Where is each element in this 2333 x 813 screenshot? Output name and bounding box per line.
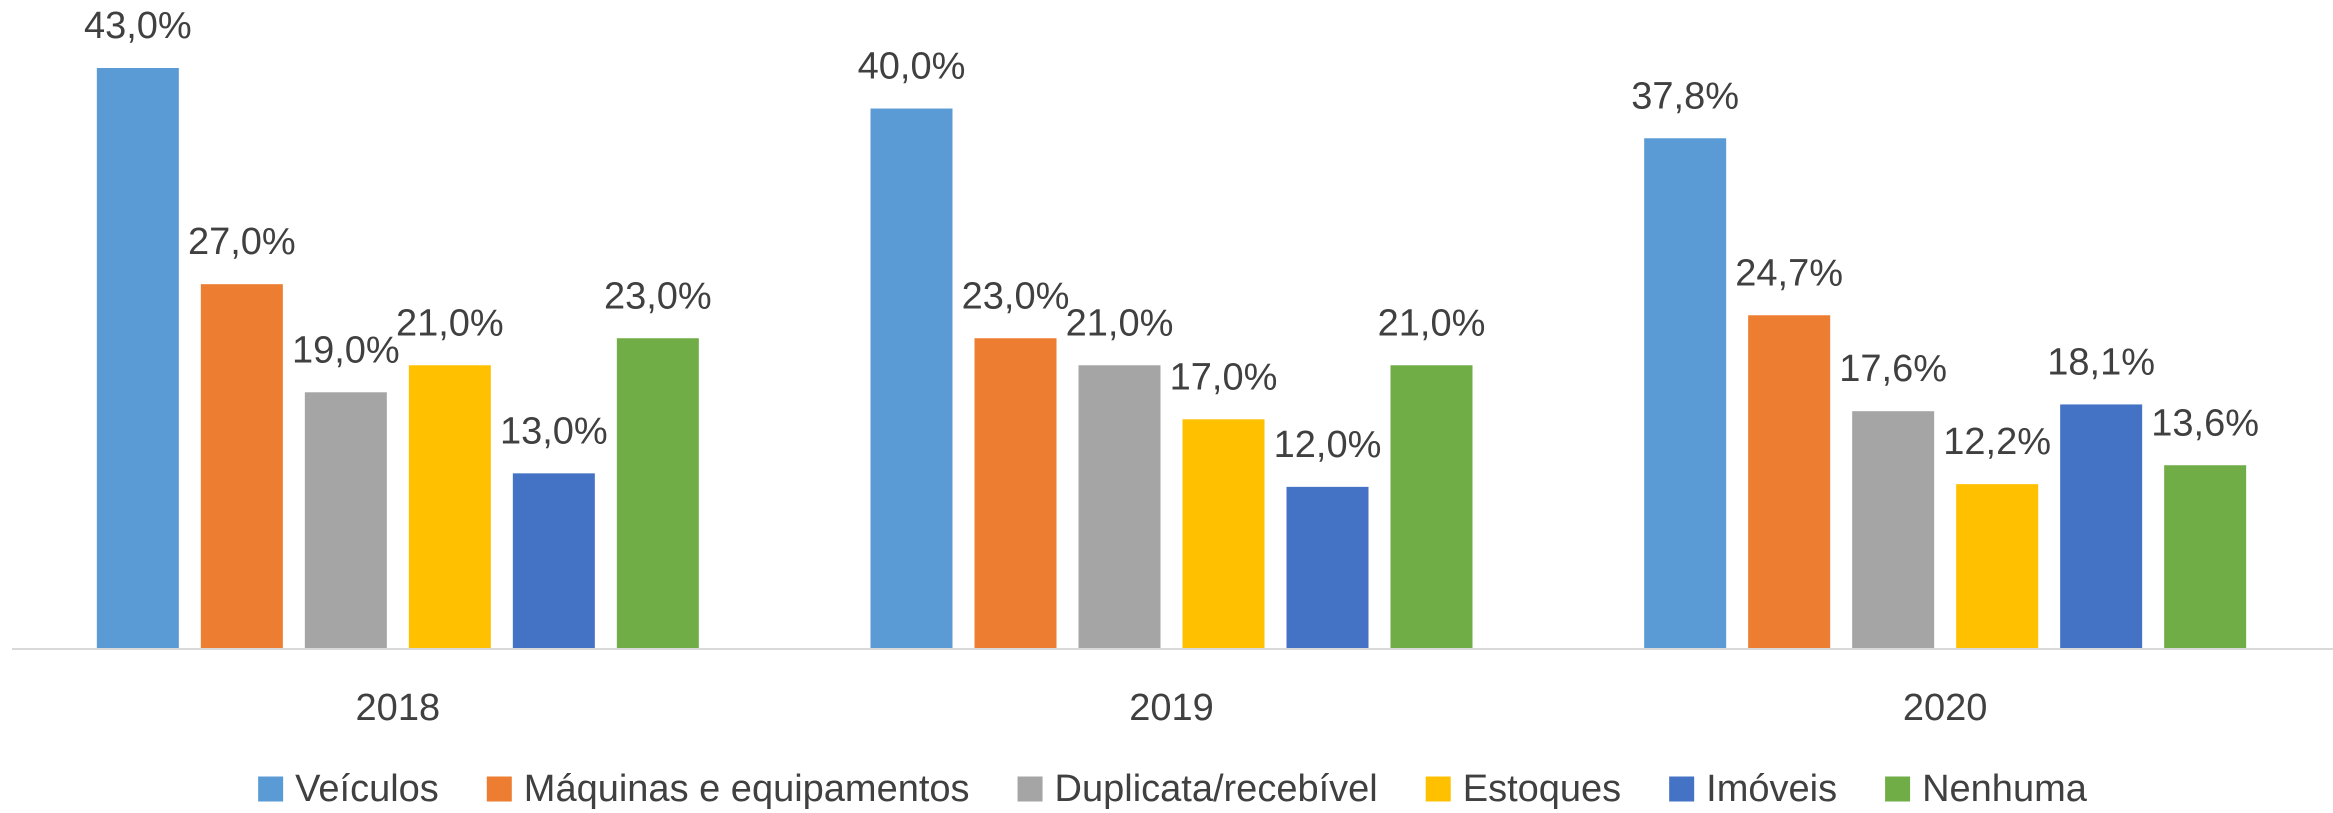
bar xyxy=(304,392,387,649)
data-label: 24,7% xyxy=(1735,252,1843,294)
data-label: 43,0% xyxy=(84,5,192,47)
data-label: 21,0% xyxy=(1066,302,1174,344)
bar xyxy=(2164,465,2247,649)
legend-swatch xyxy=(258,776,284,802)
legend-label: Veículos xyxy=(295,768,439,810)
data-label: 18,1% xyxy=(2047,341,2155,383)
legend-label: Nenhuma xyxy=(1922,768,2088,810)
bar xyxy=(1748,315,1831,649)
data-label: 13,0% xyxy=(500,410,608,452)
x-tick-label: 2018 xyxy=(356,687,441,729)
bar xyxy=(1644,138,1727,649)
data-label: 21,0% xyxy=(396,302,504,344)
data-label: 17,0% xyxy=(1170,356,1278,398)
bar xyxy=(616,338,699,649)
legend-swatch xyxy=(486,776,512,802)
bar xyxy=(96,68,179,649)
bar xyxy=(200,284,283,649)
bar xyxy=(1078,365,1161,649)
data-label: 27,0% xyxy=(188,221,296,263)
bar xyxy=(870,108,953,649)
legend-label: Imóveis xyxy=(1706,768,1837,810)
data-label: 12,0% xyxy=(1274,424,1382,466)
data-label: 23,0% xyxy=(604,275,712,317)
bar xyxy=(1182,419,1265,649)
bar xyxy=(1286,486,1369,649)
bar xyxy=(1390,365,1473,649)
legend-swatch xyxy=(1885,776,1911,802)
data-label: 40,0% xyxy=(858,46,966,88)
legend-label: Máquinas e equipamentos xyxy=(524,768,970,810)
data-label: 19,0% xyxy=(292,329,400,371)
bar xyxy=(2060,404,2143,649)
bar xyxy=(1956,484,2039,649)
x-tick-label: 2020 xyxy=(1903,687,1988,729)
legend-swatch xyxy=(1017,776,1043,802)
bar xyxy=(974,338,1057,649)
legend-swatch xyxy=(1425,776,1451,802)
data-label: 17,6% xyxy=(1839,348,1947,390)
data-label: 21,0% xyxy=(1378,302,1486,344)
bar xyxy=(512,473,595,649)
legend-label: Duplicata/recebível xyxy=(1055,768,1378,810)
legend-swatch xyxy=(1669,776,1695,802)
x-tick-label: 2019 xyxy=(1129,687,1214,729)
bar xyxy=(1852,411,1935,649)
data-label: 23,0% xyxy=(962,275,1070,317)
legend-label: Estoques xyxy=(1463,768,1621,810)
bar xyxy=(408,365,491,649)
data-label: 13,6% xyxy=(2151,402,2259,444)
data-label: 37,8% xyxy=(1631,75,1739,117)
data-label: 12,2% xyxy=(1943,421,2051,463)
